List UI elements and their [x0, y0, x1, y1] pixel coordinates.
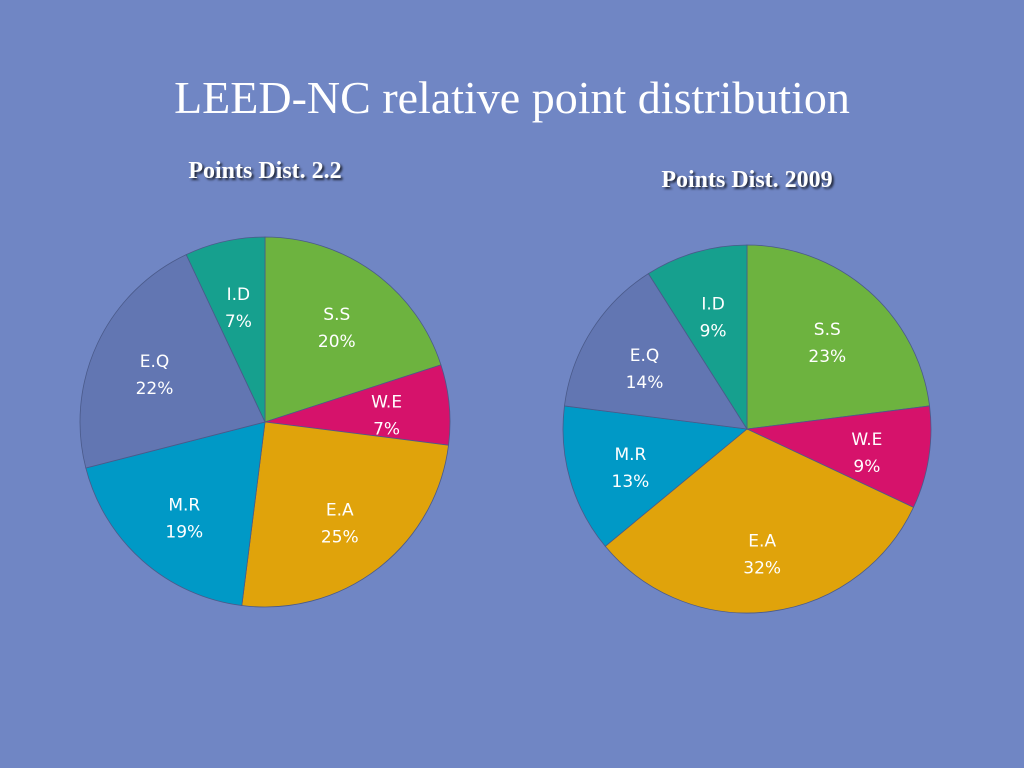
slice-label-name: W.E [851, 430, 882, 450]
slice-label-name: E.A [748, 532, 776, 552]
slice-label-percent: 22% [136, 379, 174, 399]
pie-slice-e-q [564, 273, 748, 430]
pie-slice-s-s [264, 236, 442, 423]
slice-label-percent: 25% [321, 528, 359, 548]
slice-label-name: I.D [701, 294, 725, 314]
slice-label-name: E.Q [140, 352, 170, 372]
pie-slice-s-s [746, 244, 930, 430]
slice-label-percent: 32% [743, 559, 781, 579]
pie-chart-1: S.S 23% W.E 9% E.A 32% M.R 13% E.Q 14% I.D 9% [562, 244, 932, 614]
slice-label-percent: 7% [225, 312, 252, 332]
pie-slice-e-a [604, 428, 915, 614]
slice-label-percent: 9% [700, 321, 727, 341]
slice-label-percent: 13% [612, 472, 650, 492]
slice-label-name: E.A [326, 501, 354, 521]
slice-label-name: I.D [227, 285, 251, 305]
slice-label-percent: 23% [808, 347, 846, 367]
slice-label-percent: 19% [165, 523, 203, 543]
pie-slice-w-e [745, 405, 932, 508]
slice-label-name: M.R [614, 445, 646, 465]
pie-slice-e-q [79, 254, 266, 469]
pie-slice-m-r [85, 421, 266, 606]
slice-label-percent: 20% [318, 332, 356, 352]
pie-slice-i-d [647, 244, 748, 431]
slice-label-percent: 9% [853, 457, 880, 477]
pie-slice-m-r [562, 405, 748, 547]
slice-label-name: S.S [323, 305, 350, 325]
slide-title: LEED-NC relative point distribution [174, 72, 850, 123]
slice-label-name: S.S [814, 320, 841, 340]
chart-title-points-dist-2009: Points Dist. 2009 [661, 167, 833, 193]
pie-slice-i-d [185, 236, 266, 423]
slice-label-percent: 14% [626, 373, 664, 393]
slice-label-name: M.R [168, 496, 200, 516]
pie-slice-e-a [241, 421, 449, 608]
pie-chart-0: S.S 20% W.E 7% E.A 25% M.R 19% E.Q 22% I.D 7% [79, 236, 451, 608]
slice-label-name: W.E [371, 393, 402, 413]
slice-label-name: E.Q [630, 346, 660, 366]
slice-label-percent: 7% [373, 420, 400, 440]
chart-title-points-dist-2-2: Points Dist. 2.2 [188, 158, 342, 184]
